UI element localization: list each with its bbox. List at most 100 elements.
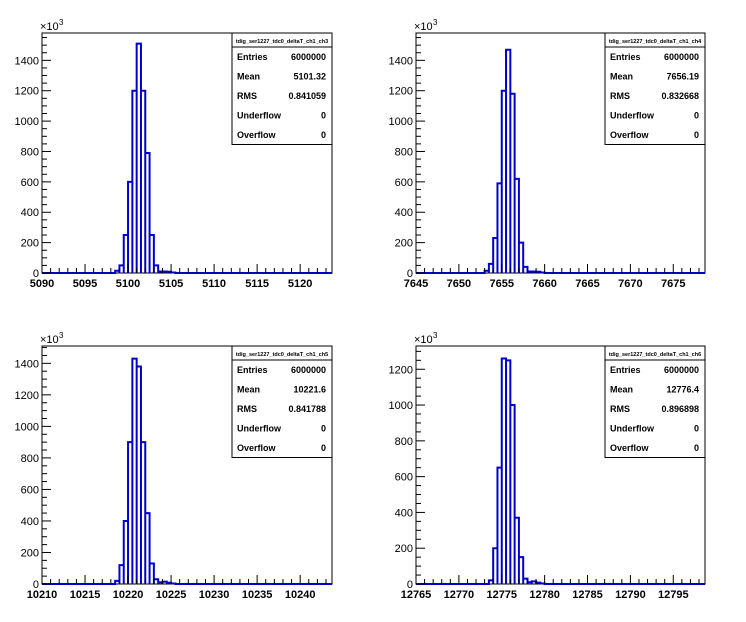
- y-exponent-power: 3: [59, 18, 64, 27]
- stats-title: tdig_ser1227_tdc0_deltaT_ch1_ch6: [609, 352, 701, 358]
- y-exponent-label: ×10: [40, 334, 59, 346]
- stats-value: 0: [694, 424, 699, 434]
- y-exponent-label: ×10: [414, 334, 433, 346]
- y-tick-label: 200: [21, 238, 39, 250]
- stats-label: RMS: [237, 404, 257, 414]
- stats-title: tdig_ser1227_tdc0_deltaT_ch1_ch5: [236, 352, 328, 358]
- y-tick-label: 0: [33, 579, 39, 591]
- stats-value: 6000000: [291, 52, 326, 62]
- x-tick-label: 5105: [159, 278, 183, 290]
- stats-label: Underflow: [237, 424, 282, 434]
- stats-label: Entries: [237, 52, 268, 62]
- y-tick-label: 600: [21, 177, 39, 189]
- x-tick-label: 10235: [242, 589, 273, 601]
- y-tick-label: 600: [21, 484, 39, 496]
- y-tick-label: 1000: [389, 400, 413, 412]
- histogram-panel-3: 10210 10215 10220 10225 10230 10235 10240 0 200 4…: [15, 331, 333, 601]
- x-tick-label: 12785: [572, 589, 603, 601]
- stats-value: 6000000: [664, 52, 699, 62]
- y-tick-label: 1400: [389, 55, 413, 67]
- y-tick-label: 1000: [389, 116, 413, 128]
- stats-label: Entries: [610, 365, 641, 375]
- histogram-panel-1: 5090 5095 5100 5105 5110 5115 5120 0 200 400 600 80…: [15, 18, 333, 290]
- x-tick-label: 7655: [490, 278, 514, 290]
- y-exponent-power: 3: [433, 18, 438, 27]
- y-tick-label: 600: [395, 177, 413, 189]
- y-tick-label: 1400: [15, 358, 39, 370]
- stats-label: Overflow: [237, 443, 277, 453]
- stats-box: tdig_ser1227_tdc0_deltaT_ch1_ch5 Entries 6…: [231, 345, 333, 458]
- stats-label: Entries: [610, 52, 641, 62]
- x-tick-label: 12795: [658, 589, 689, 601]
- y-tick-label: 400: [21, 207, 39, 219]
- stats-box: tdig_ser1227_tdc0_deltaT_ch1_ch6 Entries 6…: [604, 345, 706, 458]
- stats-value: 0: [321, 443, 326, 453]
- x-tick-label: 7665: [575, 278, 599, 290]
- x-tick-label: 12780: [529, 589, 560, 601]
- stats-box-frame: [231, 32, 333, 145]
- y-exponent-power: 3: [433, 331, 438, 340]
- y-exponent-label: ×10: [40, 21, 59, 33]
- y-tick-label: 200: [21, 547, 39, 559]
- stats-value: 0.896898: [661, 404, 699, 414]
- stats-box-frame: [604, 345, 706, 458]
- x-tick-label: 5110: [202, 278, 226, 290]
- x-tick-label: 7660: [532, 278, 556, 290]
- x-tick-label: 5090: [30, 278, 54, 290]
- y-tick-label: 400: [21, 516, 39, 528]
- y-tick-label: 800: [21, 146, 39, 158]
- x-tick-label: 5095: [73, 278, 97, 290]
- stats-value: 10221.6: [293, 385, 326, 395]
- y-exponent-label: ×10: [414, 21, 433, 33]
- y-tick-label: 800: [395, 436, 413, 448]
- x-tick-label: 7670: [618, 278, 642, 290]
- stats-value: 0: [694, 111, 699, 121]
- stats-label: Underflow: [610, 424, 655, 434]
- y-exponent-power: 3: [59, 331, 64, 340]
- x-tick-label: 10230: [199, 589, 230, 601]
- stats-value: 0: [321, 130, 326, 140]
- y-tick-label: 400: [395, 207, 413, 219]
- histogram-panel-2: 7645 7650 7655 7660 7665 7670 7675 0 200 400 600 80…: [389, 18, 706, 290]
- y-tick-label: 1200: [389, 364, 413, 376]
- stats-label: Overflow: [610, 130, 650, 140]
- y-tick-label: 600: [395, 472, 413, 484]
- y-tick-label: 0: [407, 268, 413, 280]
- stats-value: 0.832668: [661, 91, 699, 101]
- stats-value: 0: [321, 424, 326, 434]
- stats-label: RMS: [610, 404, 630, 414]
- x-tick-label: 7650: [447, 278, 471, 290]
- histogram-panel-4: 12765 12770 12775 12780 12785 12790 12795 0 200 4…: [389, 331, 706, 601]
- stats-value: 6000000: [291, 365, 326, 375]
- y-tick-label: 1200: [15, 390, 39, 402]
- stats-value: 7656.19: [666, 72, 699, 82]
- y-tick-label: 800: [395, 146, 413, 158]
- y-tick-label: 1000: [15, 116, 39, 128]
- x-tick-label: 7675: [661, 278, 685, 290]
- y-tick-label: 1000: [15, 421, 39, 433]
- stats-label: Mean: [237, 72, 260, 82]
- y-tick-label: 200: [395, 238, 413, 250]
- x-tick-label: 12790: [615, 589, 646, 601]
- stats-label: RMS: [237, 91, 257, 101]
- stats-label: Mean: [237, 385, 260, 395]
- stats-box-frame: [604, 32, 706, 145]
- stats-box: tdig_ser1227_tdc0_deltaT_ch1_ch3 Entries 6…: [231, 32, 333, 145]
- stats-box: tdig_ser1227_tdc0_deltaT_ch1_ch4 Entries 6…: [604, 32, 706, 145]
- x-tick-label: 5120: [288, 278, 312, 290]
- stats-value: 0.841059: [288, 91, 326, 101]
- y-tick-label: 1400: [15, 55, 39, 67]
- y-tick-label: 400: [395, 507, 413, 519]
- x-tick-label: 10220: [113, 589, 144, 601]
- x-tick-label: 10240: [285, 589, 316, 601]
- stats-label: Overflow: [610, 443, 650, 453]
- stats-value: 0: [321, 111, 326, 121]
- stats-box-frame: [231, 345, 333, 458]
- x-tick-label: 10215: [70, 589, 101, 601]
- stats-value: 0: [694, 443, 699, 453]
- y-tick-label: 800: [21, 453, 39, 465]
- stats-label: Overflow: [237, 130, 277, 140]
- stats-value: 5101.32: [293, 72, 326, 82]
- stats-value: 6000000: [664, 365, 699, 375]
- x-tick-label: 12765: [401, 589, 432, 601]
